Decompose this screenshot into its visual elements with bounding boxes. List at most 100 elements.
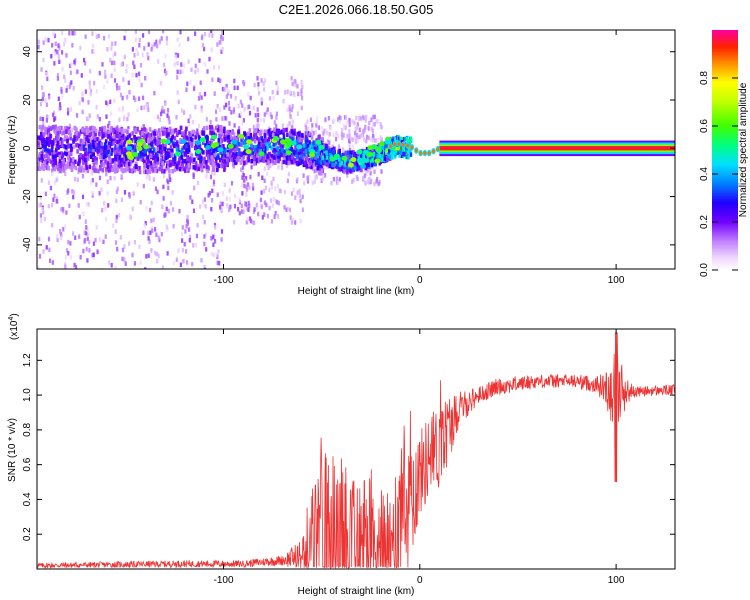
heatmap-cell: [51, 125, 55, 130]
heatmap-cell: [203, 62, 206, 67]
heatmap-cell: [372, 151, 376, 157]
heatmap-cell: [282, 99, 285, 104]
heatmap-cell: [251, 182, 254, 188]
heatmap-cell: [328, 132, 331, 137]
heatmap-cell: [104, 74, 107, 79]
heatmap-cell: [160, 111, 163, 117]
heatmap-cell: [123, 244, 126, 249]
heatmap-cell: [47, 114, 50, 120]
heatmap-cell: [318, 170, 321, 176]
heatmap-cell: [78, 158, 82, 163]
heatmap-cell: [259, 148, 262, 154]
heatmap-cell: [337, 133, 340, 139]
heatmap-cell: [37, 166, 41, 171]
heatmap-cell: [324, 117, 327, 122]
heatmap-cell: [232, 109, 235, 114]
heatmap-cell: [348, 129, 351, 134]
heatmap-cell: [198, 58, 201, 63]
heatmap-cell: [210, 30, 213, 34]
heatmap-cell: [206, 154, 210, 160]
heatmap-cell: [142, 183, 145, 189]
heatmap-cell: [53, 117, 56, 122]
heatmap-cell: [372, 137, 375, 143]
heatmap-cell: [310, 141, 314, 147]
heatmap-cell: [245, 136, 248, 142]
heatmap-cell: [194, 151, 198, 156]
heatmap-cell: [188, 158, 192, 164]
heatmap-cell: [381, 153, 385, 158]
heatmap-cell: [42, 122, 45, 127]
heatmap-cell: [200, 258, 203, 263]
heatmap-cell: [121, 168, 124, 173]
heatmap-cell: [346, 173, 349, 178]
heatmap-cell: [94, 131, 97, 137]
heatmap-cell: [181, 259, 185, 264]
heatmap-cell: [248, 136, 251, 141]
heatmap-cell: [121, 106, 124, 111]
heatmap-cell: [103, 84, 106, 90]
heatmap-cell: [181, 238, 184, 243]
heatmap-cell: [236, 85, 239, 91]
heatmap-cell: [220, 34, 223, 40]
heatmap-cell: [339, 116, 342, 121]
heatmap-cell: [139, 199, 142, 205]
heatmap-cell: [167, 108, 170, 113]
heatmap-cell: [137, 152, 141, 158]
heatmap-cell: [136, 182, 139, 187]
heatmap-cell: [241, 120, 244, 126]
heatmap-cell: [173, 156, 177, 161]
heatmap-cell: [54, 49, 57, 54]
heatmap-cell: [363, 116, 366, 121]
heatmap-cell: [366, 155, 370, 160]
heatmap-cell: [71, 164, 75, 169]
heatmap-cell: [310, 135, 314, 140]
heatmap-cell: [396, 150, 399, 155]
heatmap-cell: [393, 136, 397, 142]
heatmap-cell: [154, 186, 158, 191]
heatmap-cell: [163, 130, 167, 136]
heatmap-cell: [389, 149, 392, 155]
heatmap-cell: [337, 144, 341, 149]
heatmap-cell: [67, 158, 70, 164]
heatmap-cell: [260, 117, 263, 123]
heatmap-cell: [277, 158, 280, 164]
heatmap-cell: [217, 65, 221, 70]
heatmap-cell: [80, 73, 83, 78]
heatmap-cell: [216, 192, 219, 197]
heatmap-cell: [373, 181, 376, 187]
heatmap-cell: [52, 157, 55, 163]
heatmap-cell: [220, 237, 223, 242]
heatmap-cell: [169, 145, 173, 150]
heatmap-cell: [54, 124, 57, 130]
heatmap-cell: [286, 178, 289, 184]
heatmap-cell: [165, 127, 168, 133]
heatmap-cell: [243, 131, 246, 136]
heatmap-cell: [310, 128, 314, 133]
heatmap-cell: [110, 73, 113, 79]
heatmap-cell: [372, 133, 375, 139]
heatmap-cell: [199, 80, 202, 85]
heatmap-cell: [95, 34, 98, 39]
heatmap-cell: [188, 122, 191, 127]
heatmap-cell: [296, 177, 299, 182]
heatmap-cell: [111, 158, 115, 163]
heatmap-cell: [109, 128, 113, 133]
heatmap-cell: [322, 164, 325, 169]
heatmap-cell: [128, 241, 131, 246]
heatmap-cell: [270, 153, 273, 159]
multiplier-close: ): [9, 313, 20, 316]
heatmap-cell: [376, 153, 379, 159]
heatmap-cell: [64, 37, 67, 43]
heatmap-cell: [256, 107, 259, 112]
heatmap-cell: [107, 203, 110, 208]
heatmap-cell: [318, 157, 322, 163]
heatmap-cell: [294, 79, 297, 84]
heatmap-cell: [181, 108, 184, 113]
heatmap-cell: [150, 200, 153, 206]
heatmap-cell: [384, 139, 391, 145]
heatmap-cell: [199, 137, 206, 143]
heatmap-cell: [127, 128, 130, 134]
heatmap-cell: [319, 160, 323, 165]
heatmap-cell: [106, 179, 109, 185]
heatmap-cell: [138, 37, 141, 43]
